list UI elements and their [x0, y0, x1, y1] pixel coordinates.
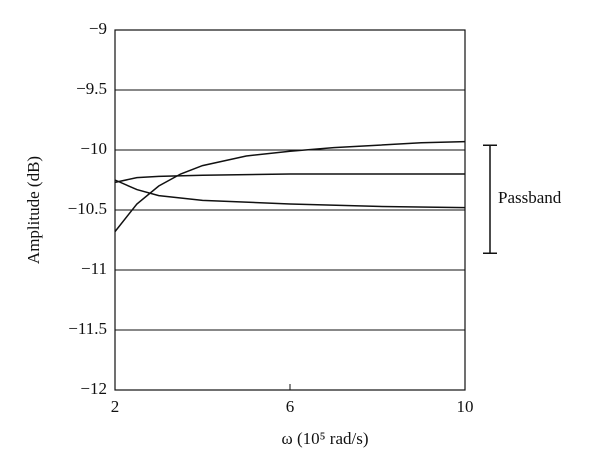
y-tick-label: −12: [80, 379, 107, 398]
y-tick-label: −10: [80, 139, 107, 158]
x-axis-label: ω (10⁵ rad/s): [282, 429, 369, 448]
line-series: [114, 173, 465, 184]
y-tick-label: −11.5: [68, 319, 107, 338]
line-series: [114, 179, 466, 209]
y-tick-label: −9: [89, 19, 107, 38]
y-tick-label: −10.5: [68, 199, 107, 218]
x-tick-label: 10: [457, 397, 474, 416]
y-axis-label: Amplitude (dB): [24, 156, 43, 264]
x-tick-label: 2: [111, 397, 120, 416]
annotation-label: Passband: [498, 188, 562, 207]
y-tick-label: −11: [81, 259, 107, 278]
y-tick-label: −9.5: [76, 79, 107, 98]
passband-bracket: [483, 144, 497, 254]
line-series: [114, 140, 466, 233]
x-tick-label: 6: [286, 397, 295, 416]
